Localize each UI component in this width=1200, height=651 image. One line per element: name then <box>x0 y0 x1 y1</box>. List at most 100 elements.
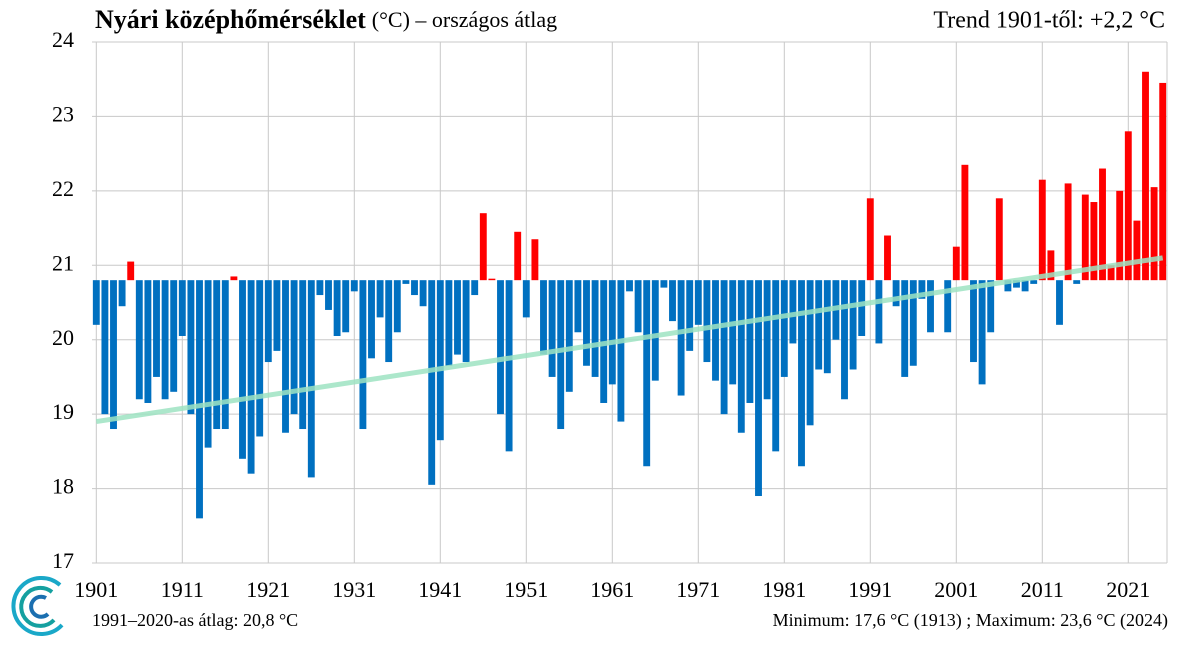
bar <box>1038 179 1046 281</box>
bar <box>1013 280 1020 288</box>
bar <box>866 198 874 281</box>
bar <box>411 280 418 296</box>
y-tick-label: 20 <box>52 325 74 350</box>
y-tick-label: 22 <box>52 176 74 201</box>
bar <box>841 280 848 400</box>
y-tick-label: 23 <box>52 101 74 126</box>
bar <box>780 280 788 377</box>
bar <box>161 280 169 400</box>
bar <box>669 280 676 322</box>
bar <box>712 280 719 381</box>
bar <box>1030 280 1038 284</box>
bar <box>755 280 762 497</box>
bar <box>316 280 324 296</box>
bar <box>798 280 805 467</box>
bar <box>462 280 470 363</box>
y-tick-label: 18 <box>52 474 74 499</box>
bar <box>1004 280 1012 292</box>
bar <box>608 280 616 385</box>
bar <box>660 280 668 288</box>
x-tick-label: 1951 <box>504 577 548 602</box>
bar <box>961 164 969 281</box>
bar <box>849 280 857 370</box>
bar <box>884 235 891 281</box>
bar <box>1124 131 1132 281</box>
bar <box>531 239 539 281</box>
bar <box>1150 187 1158 281</box>
bar <box>428 280 436 485</box>
bar <box>325 280 332 310</box>
bar <box>1021 280 1029 292</box>
bar <box>1056 280 1063 325</box>
bar <box>763 280 771 400</box>
bar <box>918 280 926 299</box>
bar <box>548 280 556 377</box>
bar <box>445 280 453 366</box>
bar <box>1116 190 1124 281</box>
bar <box>823 280 831 374</box>
bar <box>565 280 573 392</box>
x-tick-label: 1991 <box>848 577 892 602</box>
bar <box>591 280 599 377</box>
bar <box>1159 82 1167 281</box>
bar <box>1064 183 1072 281</box>
bar <box>927 280 934 333</box>
bar <box>290 280 298 415</box>
bar <box>978 280 986 385</box>
bar <box>359 280 367 430</box>
bar <box>626 280 633 292</box>
y-tick-label: 24 <box>52 27 74 52</box>
bar <box>213 280 221 430</box>
bar <box>703 280 711 363</box>
bar <box>892 280 900 307</box>
bar <box>970 280 977 363</box>
bar <box>350 280 358 292</box>
x-tick-label: 1921 <box>246 577 290 602</box>
bar <box>135 280 143 400</box>
bar <box>522 280 530 318</box>
bar <box>901 280 909 377</box>
bar <box>144 280 152 403</box>
x-tick-label: 1931 <box>332 577 376 602</box>
bar <box>694 280 702 325</box>
bar <box>514 231 522 281</box>
x-tick-label: 1981 <box>762 577 806 602</box>
bar <box>454 280 461 355</box>
logo <box>11 576 64 636</box>
bar <box>720 280 728 415</box>
trend-label: Trend 1901-től: +2,2 °C <box>933 8 1165 34</box>
bar <box>282 280 289 433</box>
bar <box>746 280 754 403</box>
bar <box>393 280 401 333</box>
bar <box>221 280 229 430</box>
note-left: 1991–2020-as átlag: 20,8 °C <box>92 610 298 630</box>
bar <box>737 280 745 433</box>
y-tick-label: 17 <box>52 548 74 573</box>
bar <box>368 280 375 359</box>
bar <box>1073 280 1081 284</box>
note-right: Minimum: 17,6 °C (1913) ; Maximum: 23,6 … <box>773 610 1168 631</box>
bar <box>101 280 109 415</box>
bar <box>204 280 212 448</box>
bar <box>540 280 547 355</box>
x-tick-label: 1941 <box>418 577 462 602</box>
x-tick-label: 2021 <box>1106 577 1150 602</box>
x-tick-label: 1971 <box>676 577 720 602</box>
bar <box>471 280 479 296</box>
bar <box>187 280 195 415</box>
bar <box>995 198 1003 281</box>
bar <box>342 280 350 333</box>
bar <box>909 280 917 366</box>
bar <box>1099 168 1106 281</box>
bar <box>230 276 238 281</box>
bar <box>1107 265 1115 281</box>
bar <box>127 261 135 281</box>
bar <box>178 280 186 336</box>
bar <box>729 280 737 385</box>
bar <box>858 280 866 336</box>
bar <box>815 280 823 370</box>
bar <box>875 280 883 344</box>
bar <box>1090 202 1098 281</box>
bar <box>92 280 100 325</box>
